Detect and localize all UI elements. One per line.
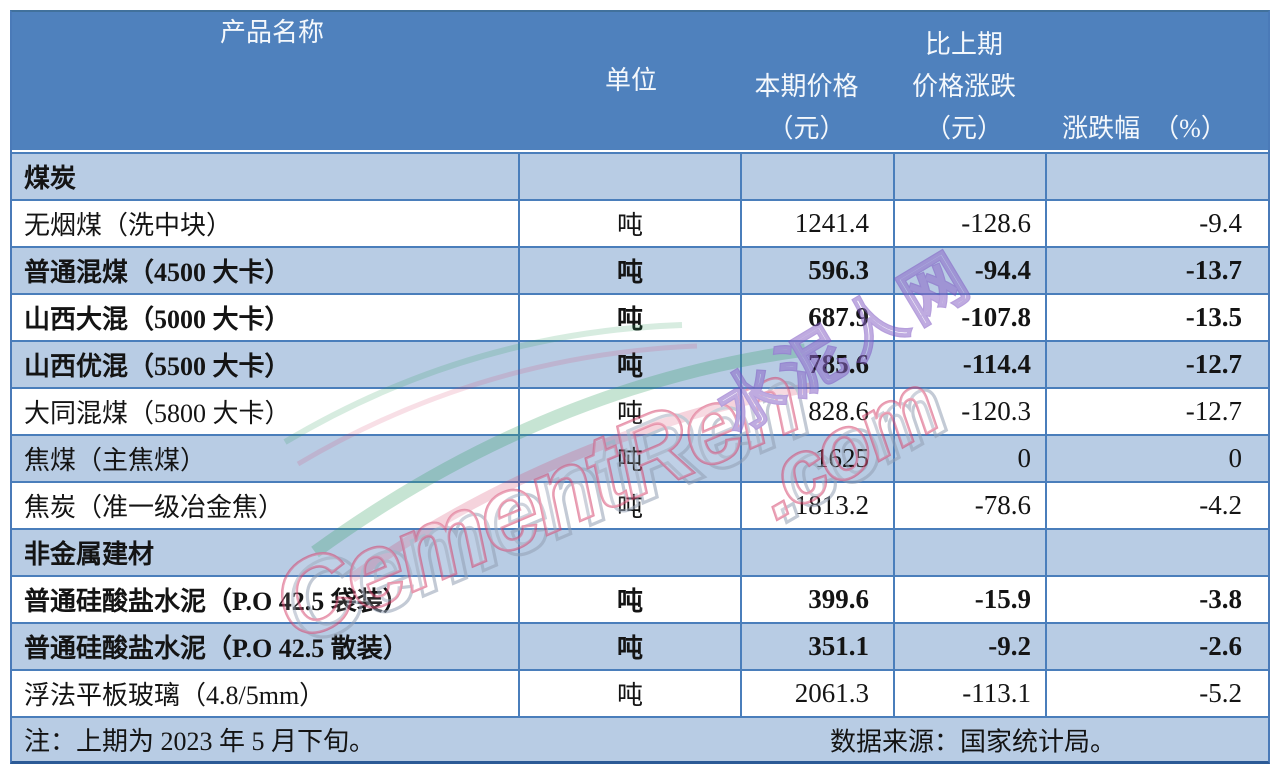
price-change-cell [895,530,1047,575]
table-row: 普通硅酸盐水泥（P.O 42.5 袋装） 吨 399.6 -15.9 -3.8 [12,577,1268,624]
table-row: 无烟煤（洗中块） 吨 1241.4 -128.6 -9.4 [12,201,1268,248]
unit-cell: 吨 [520,671,742,716]
product-name-cell: 煤炭 [12,154,520,199]
current-price-cell: 399.6 [742,577,895,622]
product-name-cell: 大同混煤（5800 大卡） [12,389,520,434]
column-header-price-change: 比上期 价格涨跌 （元） [911,29,1016,143]
current-price-cell: 785.6 [742,342,895,387]
product-name-cell: 非金属建材 [12,530,520,575]
product-name-cell: 焦炭（准一级冶金焦） [12,483,520,528]
footer-data-source: 数据来源：国家统计局。 [830,727,1117,756]
price-change-cell: -107.8 [895,295,1047,340]
price-table: 产品名称 单位 本期价格 （元） 比上期 价格涨跌 （元） 涨跌幅 （%） 煤炭… [10,10,1270,764]
current-price-cell: 1625 [742,436,895,481]
column-header-unit: 单位 [604,65,657,95]
current-price-cell [742,530,895,575]
header-divider [12,150,1268,154]
change-percent-cell: -2.6 [1199,631,1242,661]
price-change-cell: -113.1 [895,671,1047,716]
product-name-cell: 普通硅酸盐水泥（P.O 42.5 散装） [12,624,520,669]
change-percent-cell: -3.8 [1199,584,1242,614]
table-row: 山西优混（5500 大卡） 吨 785.6 -114.4 -12.7 [12,342,1268,389]
product-name-cell: 普通硅酸盐水泥（P.O 42.5 袋装） [12,577,520,622]
product-name-cell: 山西大混（5000 大卡） [12,295,520,340]
current-price-cell: 2061.3 [742,671,895,716]
current-price-cell: 828.6 [742,389,895,434]
change-percent-cell: -12.7 [1185,396,1242,426]
product-name-cell: 焦煤（主焦煤） [12,436,520,481]
table-row: 焦煤（主焦煤） 吨 1625 0 0 [12,436,1268,483]
unit-cell: 吨 [520,201,742,246]
change-percent-cell: -12.7 [1185,349,1242,379]
table-row: 山西大混（5000 大卡） 吨 687.9 -107.8 -13.5 [12,295,1268,342]
price-change-cell: -15.9 [895,577,1047,622]
change-percent-cell: -13.5 [1185,302,1242,332]
unit-cell: 吨 [520,389,742,434]
current-price-cell: 687.9 [742,295,895,340]
unit-cell: 吨 [520,248,742,293]
table-row: 煤炭 [12,154,1268,201]
price-change-cell: -128.6 [895,201,1047,246]
unit-cell: 吨 [520,483,742,528]
table-row: 焦炭（准一级冶金焦） 吨 1813.2 -78.6 -4.2 [12,483,1268,530]
price-change-cell: -120.3 [895,389,1047,434]
product-name-cell: 浮法平板玻璃（4.8/5mm） [12,671,520,716]
table-footer-row: 注：上期为 2023 年 5 月下旬。 数据来源：国家统计局。 [12,718,1268,761]
column-header-current-price: 本期价格 （元） [754,71,859,143]
change-percent-cell: -5.2 [1199,678,1242,708]
change-percent-cell: -4.2 [1199,490,1242,520]
current-price-cell [742,154,895,199]
table-row: 普通混煤（4500 大卡） 吨 596.3 -94.4 -13.7 [12,248,1268,295]
current-price-cell: 1241.4 [742,201,895,246]
table-body: 煤炭 无烟煤（洗中块） 吨 1241.4 -128.6 -9.4 普通混煤（45… [12,154,1268,718]
current-price-cell: 351.1 [742,624,895,669]
price-change-cell: 0 [895,436,1047,481]
product-name-cell: 普通混煤（4500 大卡） [12,248,520,293]
footer-note: 注：上期为 2023 年 5 月下旬。 [24,727,376,756]
product-name-cell: 无烟煤（洗中块） [12,201,520,246]
unit-cell: 吨 [520,624,742,669]
current-price-cell: 596.3 [742,248,895,293]
table-row: 大同混煤（5800 大卡） 吨 828.6 -120.3 -12.7 [12,389,1268,436]
price-change-cell: -114.4 [895,342,1047,387]
unit-cell [520,530,742,575]
change-percent-cell: -13.7 [1185,255,1242,285]
column-header-change-percent: 涨跌幅 （%） [1062,113,1227,143]
unit-cell: 吨 [520,577,742,622]
change-percent-cell: -9.4 [1199,208,1242,238]
table-row: 普通硅酸盐水泥（P.O 42.5 散装） 吨 351.1 -9.2 -2.6 [12,624,1268,671]
price-change-cell: -94.4 [895,248,1047,293]
price-change-cell: -78.6 [895,483,1047,528]
table-row: 浮法平板玻璃（4.8/5mm） 吨 2061.3 -113.1 -5.2 [12,671,1268,718]
change-percent-cell: 0 [1228,443,1243,473]
unit-cell: 吨 [520,342,742,387]
change-percent-cell [1047,530,1268,575]
table-header-row: 产品名称 单位 本期价格 （元） 比上期 价格涨跌 （元） 涨跌幅 （%） [12,12,1268,150]
column-header-product-name: 产品名称 [219,18,324,47]
price-change-cell: -9.2 [895,624,1047,669]
unit-cell [520,154,742,199]
product-name-cell: 山西优混（5500 大卡） [12,342,520,387]
unit-cell: 吨 [520,436,742,481]
change-percent-cell [1047,154,1268,199]
price-change-cell [895,154,1047,199]
table-row: 非金属建材 [12,530,1268,577]
current-price-cell: 1813.2 [742,483,895,528]
unit-cell: 吨 [520,295,742,340]
